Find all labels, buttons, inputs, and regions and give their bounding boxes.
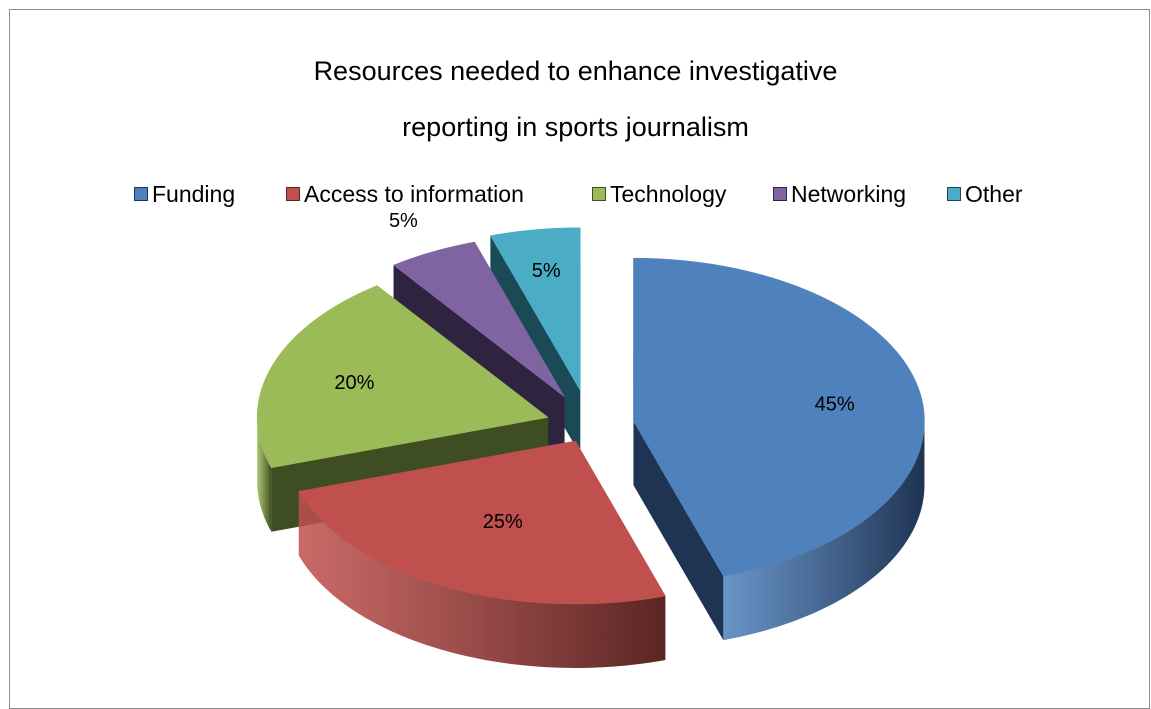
legend-item-networking: Networking (773, 178, 906, 210)
legend-swatch-other (947, 187, 961, 201)
slice-label-funding: 45% (815, 393, 855, 415)
pie-chart: 45% 25% 20% 5% 5% (256, 210, 925, 668)
chart-title-line-2: reporting in sports journalism (402, 112, 749, 142)
legend-swatch-access-to-information (286, 187, 300, 201)
legend-swatch-technology (592, 187, 606, 201)
legend-label-access-to-information: Access to information (304, 180, 524, 207)
pie-tops (256, 227, 925, 605)
slice-side-funding (723, 421, 925, 641)
slice-side-technology (257, 417, 272, 532)
legend-label-networking: Networking (791, 180, 907, 207)
slice-access-to-information (298, 440, 666, 605)
slice-side-access-to-information (298, 491, 666, 668)
legend-label-funding: Funding (152, 180, 236, 207)
slice-funding (633, 257, 925, 577)
legend-item-funding: Funding (134, 178, 235, 210)
legend-swatch-networking (773, 187, 787, 201)
slice-wall-end-funding (633, 421, 724, 641)
slice-label-access-to-information: 25% (483, 511, 523, 533)
pie-labels: 45% 25% 20% 5% 5% (334, 210, 855, 533)
slice-other (489, 227, 581, 392)
chart-title-line-1: Resources needed to enhance investigativ… (313, 56, 838, 86)
slice-technology (256, 285, 549, 469)
legend-item-access-to-information: Access to information (286, 178, 524, 210)
legend-label-other: Other (965, 180, 1023, 207)
legend-item-other: Other (947, 178, 1023, 210)
legend-swatch-funding (134, 187, 148, 201)
slice-label-other: 5% (532, 260, 561, 282)
legend-item-technology: Technology (592, 178, 726, 210)
slice-networking (393, 241, 565, 398)
chart-legend: Funding Access to information Technology… (0, 178, 1151, 210)
slice-label-technology: 20% (334, 372, 374, 394)
slice-label-networking: 5% (389, 210, 418, 232)
legend-label-technology: Technology (610, 180, 727, 207)
